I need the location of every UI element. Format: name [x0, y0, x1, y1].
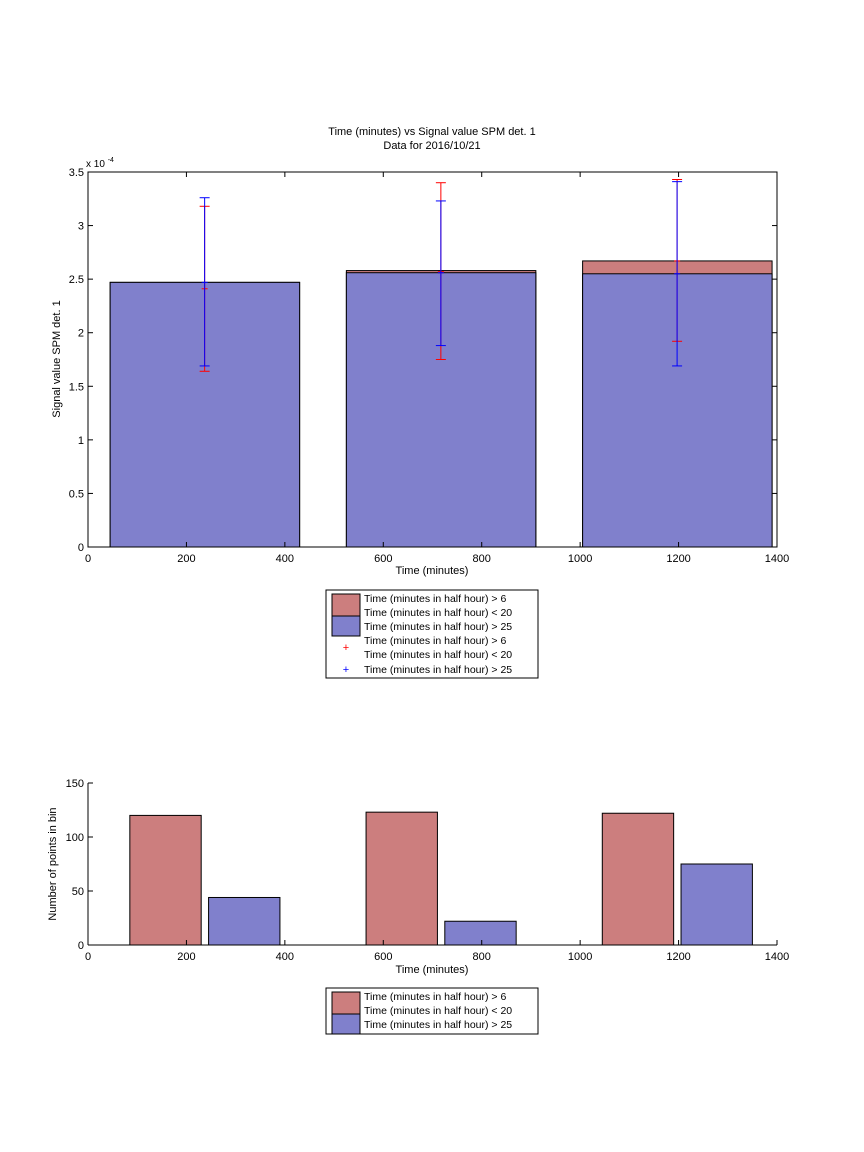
- y-multiplier-exponent: -4: [108, 157, 114, 164]
- bottom-x-tick-label-0: 0: [85, 951, 91, 963]
- top-legend: Time (minutes in half hour) > 6 Time (mi…: [325, 589, 539, 679]
- top-y-tick-label-0: 0: [78, 542, 84, 554]
- bottom-y-tick-label-3: 150: [66, 778, 84, 790]
- top-legend-label-red-line1: Time (minutes in half hour) > 6: [364, 593, 506, 605]
- bottom-y-ticks: 0 50 100 150: [66, 778, 93, 952]
- top-legend-label-red-line2: Time (minutes in half hour) < 20: [364, 607, 512, 619]
- top-x-tick-label-6: 1200: [666, 553, 690, 565]
- chart-subtitle: Data for 2016/10/21: [383, 140, 480, 152]
- bottom-legend-swatch-blue: [331, 1013, 361, 1035]
- top-x-tick-label-4: 800: [473, 553, 491, 565]
- top-plot-frame: [87, 171, 778, 548]
- bottom-legend-swatch-red: [331, 991, 361, 1015]
- top-y-tick-label-2: 1: [78, 435, 84, 447]
- top-legend-marker-blue: +: [343, 664, 349, 676]
- top-legend-box: [325, 589, 539, 679]
- bottom-legend-label-red-line1: Time (minutes in half hour) > 6: [364, 991, 506, 1003]
- bottom-x-tick-label-7: 1400: [765, 951, 789, 963]
- bottom-x-ticks: 0 200 400 600 800 1000 1200 1400: [85, 940, 789, 963]
- y-multiplier-label: x 10 -4: [86, 157, 114, 170]
- top-x-tick-label-2: 400: [276, 553, 294, 565]
- top-y-tick-label-4: 2: [78, 328, 84, 340]
- bottom-bar-blue-2: [680, 863, 753, 946]
- top-x-tick-label-5: 1000: [568, 553, 592, 565]
- top-y-tick-label-6: 3: [78, 221, 84, 233]
- top-x-ticks: 0 200 400 600 800 1000 1200 1400: [85, 172, 789, 565]
- top-legend-label-errblue: Time (minutes in half hour) > 25: [364, 664, 512, 676]
- top-x-axis-label: Time (minutes): [396, 565, 469, 577]
- top-legend-label-errred-line1: Time (minutes in half hour) > 6: [364, 635, 506, 647]
- bottom-x-tick-label-4: 800: [473, 951, 491, 963]
- bottom-x-tick-label-1: 200: [177, 951, 195, 963]
- y-multiplier-base: x 10: [86, 159, 105, 170]
- top-legend-swatch-blue: [331, 615, 361, 637]
- bottom-legend: Time (minutes in half hour) > 6 Time (mi…: [325, 987, 539, 1035]
- bottom-x-tick-label-2: 400: [276, 951, 294, 963]
- bottom-y-tick-label-1: 50: [72, 886, 84, 898]
- bottom-bars: [129, 811, 753, 946]
- bottom-legend-label-red-line2: Time (minutes in half hour) < 20: [364, 1005, 512, 1017]
- top-y-axis-label: Signal value SPM det. 1: [51, 300, 63, 417]
- top-y-tick-label-7: 3.5: [69, 167, 84, 179]
- chart-title: Time (minutes) vs Signal value SPM det. …: [328, 126, 535, 138]
- top-x-tick-label-1: 200: [177, 553, 195, 565]
- bottom-bar-blue-0: [208, 896, 281, 946]
- bottom-legend-box: [325, 987, 539, 1035]
- top-legend-swatch-red: [331, 593, 361, 617]
- bottom-legend-label-blue: Time (minutes in half hour) > 25: [364, 1019, 512, 1031]
- bottom-bar-blue-1: [444, 920, 517, 946]
- top-x-tick-label-3: 600: [374, 553, 392, 565]
- bottom-x-tick-label-3: 600: [374, 951, 392, 963]
- bottom-y-tick-label-0: 0: [78, 940, 84, 952]
- top-x-tick-label-7: 1400: [765, 553, 789, 565]
- top-legend-label-errred-line2: Time (minutes in half hour) < 20: [364, 649, 512, 661]
- bottom-bar-red-1: [365, 811, 438, 946]
- top-x-tick-label-0: 0: [85, 553, 91, 565]
- bottom-bar-red-0: [129, 814, 202, 946]
- bottom-x-axis-label: Time (minutes): [396, 964, 469, 976]
- bottom-x-tick-label-5: 1000: [568, 951, 592, 963]
- bottom-y-axis-label: Number of points in bin: [47, 807, 59, 920]
- top-legend-label-blue: Time (minutes in half hour) > 25: [364, 621, 512, 633]
- top-y-tick-label-3: 1.5: [69, 381, 84, 393]
- chart-bottom: 0 200 400 600 800 1000 1200 1400 0 50 100 150 Time…: [47, 778, 789, 1035]
- top-error-bars: [199, 179, 683, 372]
- bottom-bar-red-2: [601, 812, 675, 946]
- chart-top: Time (minutes) vs Signal value SPM det. …: [51, 126, 789, 679]
- top-y-tick-label-5: 2.5: [69, 274, 84, 286]
- top-y-tick-label-1: 0.5: [69, 488, 84, 500]
- bottom-x-tick-label-6: 1200: [666, 951, 690, 963]
- top-legend-marker-red: +: [343, 642, 349, 654]
- bottom-y-tick-label-2: 100: [66, 832, 84, 844]
- top-y-ticks: 0 0.5 1 1.5 2 2.5 3 3.5: [69, 167, 777, 554]
